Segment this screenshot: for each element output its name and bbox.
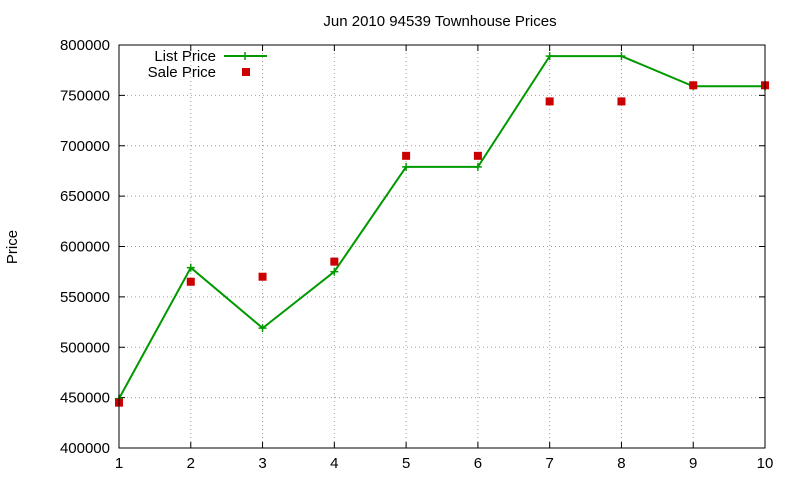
y-tick-label: 500000 [60, 339, 110, 356]
data-series [115, 52, 769, 407]
y-tick-labels: 400000 450000 500000 550000 600000 650000 7000… [60, 37, 110, 457]
list-price-point [545, 52, 554, 61]
sale-price-point [473, 151, 482, 160]
list-price-point [258, 324, 267, 333]
sale-price-point [689, 81, 698, 90]
x-tick-label: 4 [330, 455, 338, 472]
x-tick-label: 1 [115, 455, 123, 472]
y-tick-label: 800000 [60, 37, 110, 54]
list-price-point [186, 263, 195, 272]
list-price-point [473, 162, 482, 171]
x-tick-label: 10 [757, 455, 774, 472]
list-price-point [617, 52, 626, 61]
plot-frame [118, 44, 766, 449]
x-tick-label: 3 [258, 455, 266, 472]
legend-label-list-price: List Price [154, 48, 216, 65]
x-tick-label: 7 [545, 455, 553, 472]
sale-price-point [258, 272, 267, 281]
y-tick-label: 650000 [60, 188, 110, 205]
y-tick-label: 450000 [60, 390, 110, 407]
sale-price-point [186, 277, 195, 286]
legend-label-sale-price: Sale Price [148, 64, 216, 81]
x-tick-label: 9 [689, 455, 697, 472]
grid-lines [119, 45, 765, 448]
list-price-line [118, 55, 765, 400]
sale-price-point [330, 257, 339, 266]
y-tick-label: 700000 [60, 138, 110, 155]
sale-price-point [617, 97, 626, 106]
x-tick-labels: 1 2 3 4 5 6 7 8 9 10 [115, 455, 774, 472]
y-tick-label: 600000 [60, 239, 110, 256]
chart-title: Jun 2010 94539 Townhouse Prices [323, 13, 556, 30]
x-tick-label: 2 [187, 455, 195, 472]
x-tick-label: 5 [402, 455, 410, 472]
sale-price-point [545, 97, 554, 106]
list-price-point [330, 267, 339, 276]
list-price-point [402, 162, 411, 171]
y-axis-label: Price [4, 230, 21, 264]
y-tick-label: 400000 [60, 440, 110, 457]
y-tick-label: 750000 [60, 87, 110, 104]
legend-swatch-sale-price [242, 68, 250, 76]
x-tick-label: 6 [474, 455, 482, 472]
sale-price-point [402, 151, 411, 160]
x-tick-label: 8 [617, 455, 625, 472]
y-tick-label: 550000 [60, 289, 110, 306]
